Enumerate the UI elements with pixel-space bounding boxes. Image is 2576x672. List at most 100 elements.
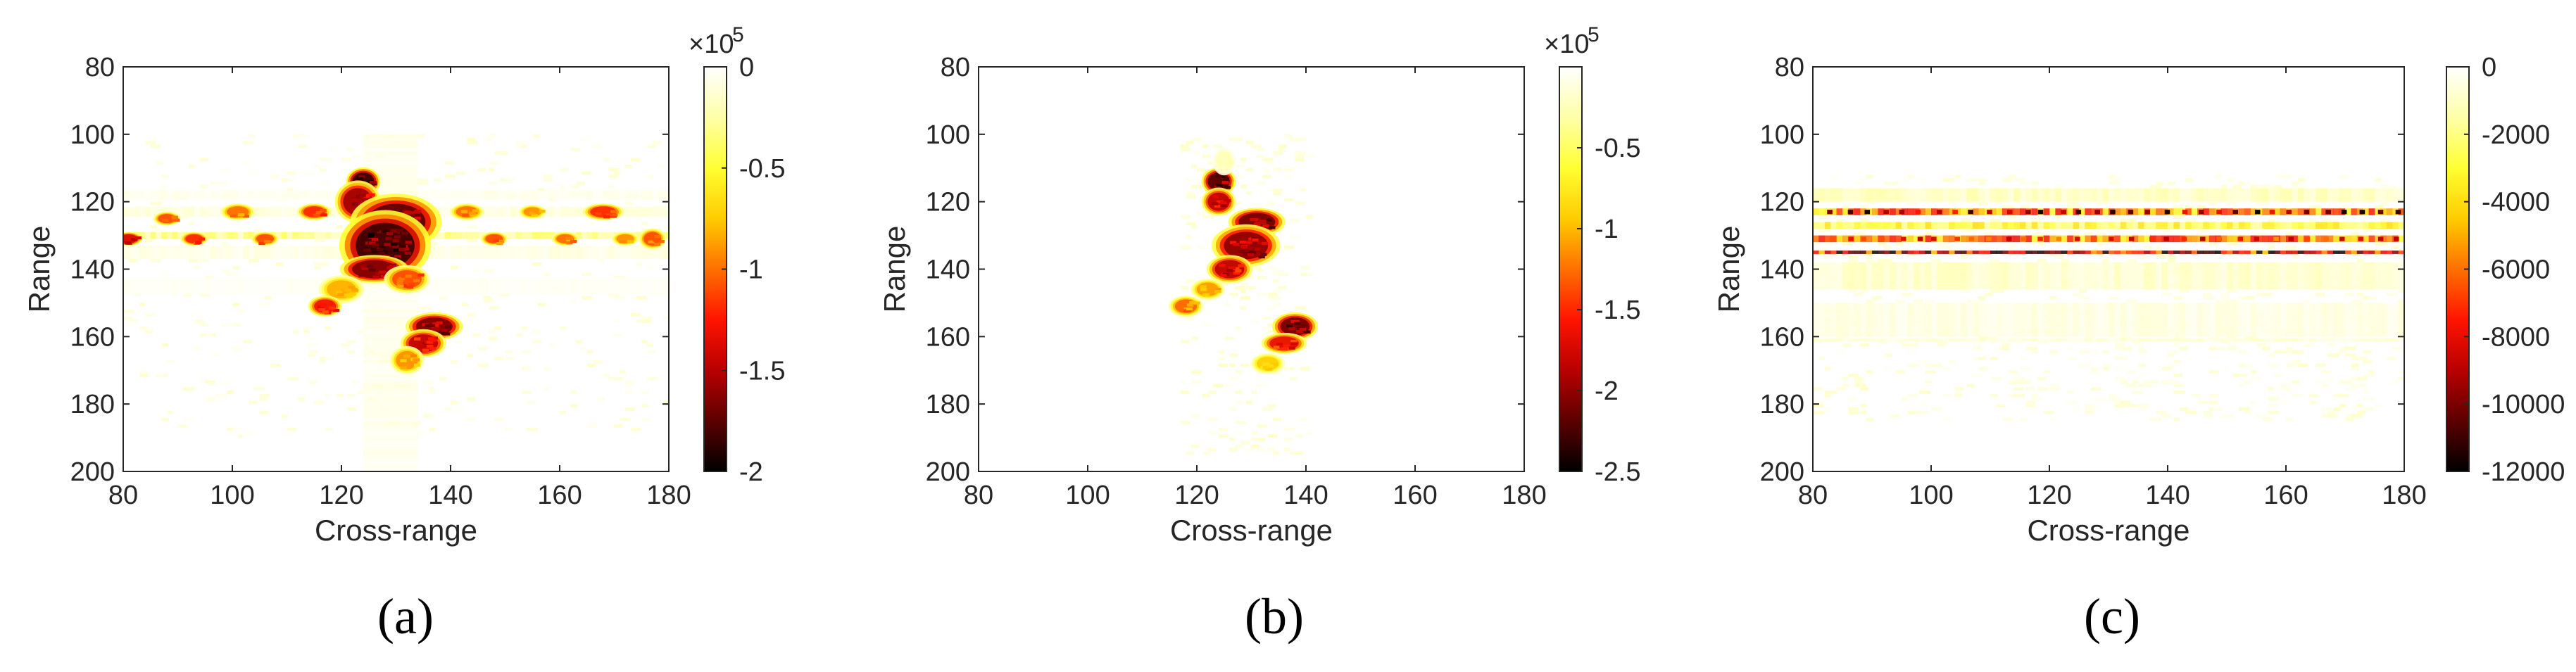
band-cell bbox=[2351, 208, 2358, 215]
band-cell bbox=[2144, 235, 2151, 243]
band-cell bbox=[455, 277, 462, 295]
stripe-dot bbox=[2254, 210, 2261, 215]
band-cell bbox=[2197, 251, 2204, 254]
noise-cell bbox=[451, 400, 457, 405]
colorbar-tick-label: 0 bbox=[2482, 53, 2496, 82]
band-cell bbox=[2020, 262, 2026, 290]
noise-cell bbox=[1937, 242, 1949, 246]
band-cell bbox=[1925, 262, 1932, 290]
noise-cell bbox=[2256, 232, 2268, 236]
band-cell bbox=[2008, 338, 2015, 342]
noise-cell bbox=[2008, 380, 2015, 384]
scatterer-cell bbox=[1235, 269, 1242, 273]
noise-cell bbox=[2126, 299, 2138, 303]
band-cell bbox=[620, 245, 626, 260]
noise-cell bbox=[1854, 380, 1864, 384]
band-cell bbox=[1824, 262, 1831, 290]
noise-cell bbox=[189, 259, 199, 262]
band-cell bbox=[270, 189, 277, 201]
noise-cell bbox=[2321, 370, 2331, 374]
noise-cell bbox=[2327, 376, 2335, 381]
noise-cell bbox=[1818, 357, 1826, 360]
noise-cell bbox=[1284, 198, 1293, 202]
noise-cell bbox=[2097, 397, 2106, 401]
noise-cell bbox=[1284, 427, 1295, 431]
band-cell bbox=[2280, 188, 2287, 202]
noise-cell bbox=[2179, 248, 2191, 253]
band-cell bbox=[2114, 262, 2121, 290]
scatterer-cell bbox=[1240, 245, 1248, 249]
band-cell bbox=[554, 206, 560, 217]
band-cell bbox=[2316, 235, 2322, 243]
noise-cell bbox=[2227, 242, 2239, 246]
scatterer-cell bbox=[1299, 324, 1307, 328]
band-cell bbox=[554, 277, 560, 295]
scatterer-cell bbox=[1239, 240, 1247, 244]
band-cell bbox=[499, 189, 505, 201]
band-cell bbox=[2203, 262, 2210, 290]
band-cell bbox=[2368, 208, 2375, 215]
noise-cell bbox=[1978, 201, 1989, 205]
stripe-dot bbox=[2128, 236, 2135, 241]
noise-cell bbox=[232, 346, 242, 350]
band-cell bbox=[1966, 188, 1973, 202]
band-cell bbox=[2156, 251, 2163, 254]
noise-cell bbox=[1245, 191, 1252, 196]
band-cell bbox=[1961, 222, 1967, 229]
band-cell bbox=[1972, 222, 1979, 229]
band-cell bbox=[2043, 303, 2050, 337]
noise-cell bbox=[2185, 205, 2194, 209]
noise-cell bbox=[1984, 259, 1991, 262]
noise-cell bbox=[1273, 289, 1281, 293]
band-cell bbox=[2215, 338, 2222, 342]
noise-cell bbox=[2386, 357, 2397, 360]
noise-cell bbox=[423, 306, 430, 310]
stripe-dot bbox=[2163, 236, 2169, 241]
band-cell bbox=[603, 189, 610, 201]
noise-cell bbox=[1235, 175, 1245, 179]
band-cell bbox=[2244, 262, 2251, 290]
x-tick-label: 140 bbox=[2145, 481, 2189, 510]
noise-cell bbox=[2220, 414, 2228, 418]
noise-cell bbox=[1866, 417, 1874, 421]
noise-cell bbox=[1186, 235, 1192, 239]
band-cell bbox=[2297, 303, 2304, 337]
noise-cell bbox=[1191, 225, 1198, 229]
noise-cell bbox=[1978, 181, 1986, 185]
noise-cell bbox=[156, 161, 164, 165]
band-cell bbox=[2114, 251, 2121, 254]
noise-cell bbox=[2244, 296, 2255, 300]
y-tick-label: 100 bbox=[926, 120, 970, 150]
noise-cell bbox=[2126, 383, 2137, 388]
noise-cell bbox=[287, 376, 298, 381]
noise-cell bbox=[2049, 296, 2057, 300]
noise-cell bbox=[1919, 391, 1930, 394]
noise-cell bbox=[259, 410, 268, 414]
scatterer-cell bbox=[237, 213, 245, 217]
colorbar-tick-label: -0.5 bbox=[1595, 134, 1640, 163]
band-cell bbox=[2316, 251, 2322, 254]
band-cell bbox=[2067, 208, 2074, 215]
noise-cell bbox=[1942, 178, 1954, 182]
noise-cell bbox=[1907, 343, 1918, 347]
noise-cell bbox=[123, 310, 134, 313]
band-cell bbox=[445, 232, 451, 239]
noise-cell bbox=[417, 134, 425, 138]
band-cell bbox=[314, 277, 320, 295]
noise-cell bbox=[2309, 393, 2318, 398]
scatterer-cell bbox=[1214, 290, 1221, 293]
band-cell bbox=[363, 380, 418, 384]
noise-cell bbox=[346, 148, 354, 151]
band-cell bbox=[2149, 251, 2156, 254]
noise-cell bbox=[2345, 387, 2356, 391]
band-cell bbox=[1907, 235, 1914, 243]
noise-cell bbox=[2398, 370, 2404, 374]
x-axis-label: Cross-range bbox=[2027, 514, 2189, 547]
noise-cell bbox=[2232, 184, 2242, 189]
stripe-dot bbox=[2237, 236, 2244, 241]
scatterer-cell bbox=[263, 239, 271, 243]
band-cell bbox=[205, 232, 211, 239]
band-cell bbox=[183, 206, 189, 217]
band-cell bbox=[658, 206, 664, 217]
noise-cell bbox=[1245, 400, 1252, 405]
